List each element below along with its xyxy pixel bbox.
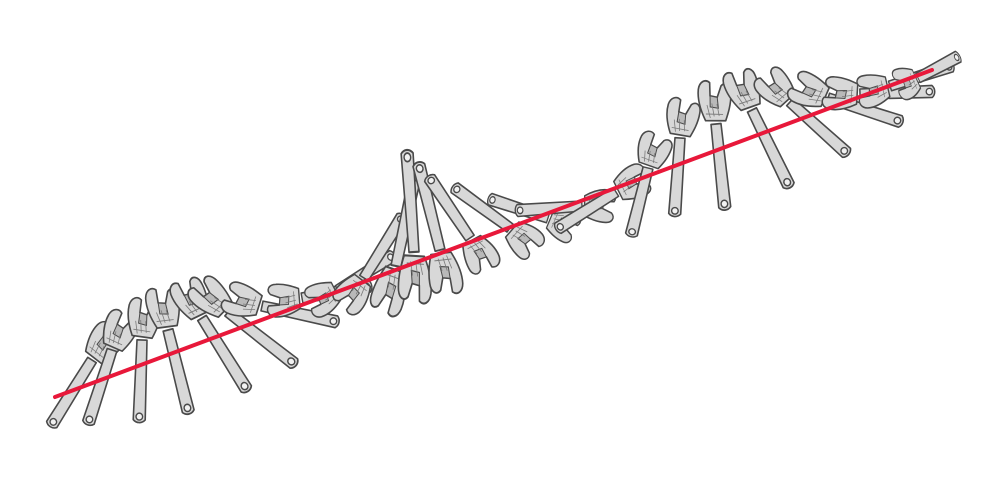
center-of-mass-trajectory — [53, 68, 934, 399]
wrench-poses — [36, 39, 968, 438]
